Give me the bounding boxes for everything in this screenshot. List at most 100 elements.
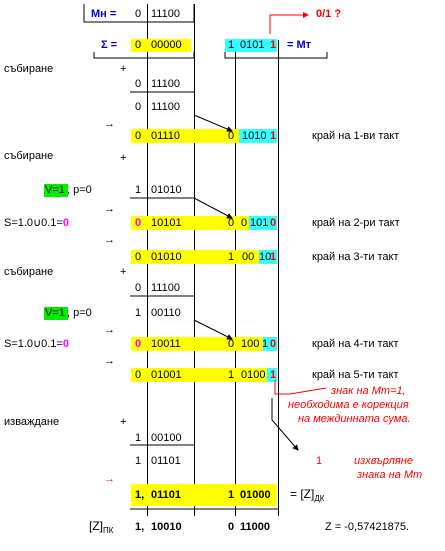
- row6-sign: 1: [135, 184, 142, 196]
- row7-mt-value: 101: [250, 217, 269, 229]
- sigma-sign: 0: [135, 39, 142, 51]
- row11-mt-sign: 0: [228, 338, 235, 350]
- mt-value: 0101: [240, 39, 265, 51]
- plus-2: +: [120, 152, 127, 164]
- op-add-1: събиране: [4, 63, 54, 75]
- mn-sign: 0: [135, 8, 142, 20]
- question-label: 0/1 ?: [316, 8, 342, 20]
- z-value: Z = -0,57421875.: [325, 521, 410, 533]
- mt-sign: 1: [228, 39, 235, 51]
- s-text-2: S=1.0∪0.1=0: [4, 338, 69, 351]
- sigma-highlight: [131, 39, 191, 52]
- row15-value: 01101: [151, 489, 181, 501]
- vflag-1: V=1: [45, 184, 65, 196]
- vflag-2: V=1: [45, 307, 65, 319]
- row8-end: край на 3-ти такт: [312, 251, 399, 263]
- row12-mt-last: 1: [270, 369, 277, 381]
- row15-mt-sign: 1: [228, 489, 235, 501]
- row4-highlight: [131, 129, 239, 143]
- row11-value: 10011: [151, 338, 181, 350]
- shift-arrow-2: →: [104, 203, 115, 215]
- op-add-3: събиране: [4, 266, 54, 278]
- row8-mt-pre: 00: [242, 251, 255, 263]
- row7-mt-pre: 0: [241, 217, 248, 229]
- row8-mt-value: 10: [259, 251, 272, 263]
- op-add-2: събиране: [4, 150, 54, 162]
- sigma-bracket: [93, 52, 195, 59]
- row13-sign: 1: [135, 432, 142, 444]
- mt-note-bracket: [274, 380, 327, 395]
- row11-mt-pre: 100: [241, 338, 260, 350]
- row4-sign: 0: [135, 130, 142, 142]
- row4-end: край на 1-ви такт: [312, 130, 400, 142]
- union-icon-2: ∪: [33, 338, 42, 350]
- s-text-2-a: S=1.0: [4, 338, 34, 350]
- discard-arrow: [271, 398, 299, 451]
- row11-highlight: [131, 337, 267, 351]
- zpk-mt-value: 11000: [240, 521, 270, 533]
- zpk-label: [Z]ПК: [89, 519, 113, 536]
- row14-sign: 1: [135, 455, 142, 467]
- final-arrow: →: [104, 473, 115, 485]
- row11-mt-value: 1: [262, 338, 269, 350]
- mt-highlight: [225, 39, 277, 52]
- row11-sign: 0: [135, 338, 142, 350]
- shift-diag-2: [193, 197, 233, 219]
- plus-4: +: [120, 416, 127, 428]
- row4-mt-last: 1: [270, 130, 277, 142]
- row6-value: 01010: [151, 184, 182, 196]
- zpk-text: [Z]: [89, 519, 103, 533]
- row2-value: 11100: [151, 78, 180, 90]
- mt-label: = Мт: [287, 39, 312, 51]
- row8-mt-highlight: [259, 250, 277, 264]
- row12-end: край на 5-ти такт: [312, 369, 399, 381]
- s-text-1: S=1.0∪0.1=0: [4, 217, 69, 230]
- mn-value: 11100: [151, 8, 180, 20]
- row7-mt-sign: 0: [228, 217, 235, 229]
- column-line-4: [278, 40, 279, 516]
- row13-value: 00100: [151, 432, 182, 444]
- result-text: = [Z]: [290, 487, 315, 501]
- row8-highlight: [131, 250, 259, 264]
- vflag-highlight-2: [44, 307, 68, 320]
- zpk-mt-sign: 0: [228, 521, 235, 533]
- zpk-value: 10010: [151, 521, 182, 533]
- shift-diag-1: [193, 114, 233, 132]
- shift-diag-3: [193, 319, 233, 340]
- vflag-highlight-1: [44, 184, 68, 197]
- result-label: = [Z]ДК: [290, 487, 325, 504]
- row7-value: 10101: [151, 217, 182, 229]
- mt-lastbit: 1: [270, 39, 277, 51]
- one-label: 1: [316, 455, 323, 467]
- pflag-1: , p=0: [67, 184, 92, 196]
- plus-1: +: [120, 63, 127, 75]
- shift-arrow-4: →: [104, 324, 115, 336]
- row8-mt-sign: 1: [228, 251, 235, 263]
- row8-sign: 0: [135, 251, 142, 263]
- row11-mt-last: 0: [270, 338, 277, 350]
- row7-highlight: [131, 216, 249, 230]
- mn-label: Мн =: [91, 8, 117, 20]
- sigma-value: 00000: [151, 39, 182, 51]
- mn-bracket: [83, 4, 195, 23]
- row10-value: 00110: [151, 307, 181, 319]
- column-line-3: [235, 40, 236, 516]
- mt-note-1: знак на Мт=1,: [331, 385, 406, 397]
- row15-mt-value: 01000: [240, 489, 271, 501]
- row8-value: 01010: [151, 251, 182, 263]
- s-text-1-b: 0.1=: [41, 217, 63, 229]
- row9-sign: 0: [135, 282, 142, 294]
- row14-value: 01101: [151, 455, 181, 467]
- result-sub: ДК: [314, 494, 325, 503]
- shift-arrow-1: →: [104, 118, 115, 130]
- row11-mt-highlight: [263, 337, 277, 351]
- union-icon: ∪: [33, 217, 42, 229]
- row3-sign: 0: [135, 101, 142, 113]
- restore-note-1: изхвърляне: [354, 455, 413, 467]
- row3-value: 11100: [151, 101, 180, 113]
- mt-note-3: на междинната сума.: [298, 413, 411, 425]
- question-arrow: [269, 12, 309, 34]
- s-zero-1: 0: [62, 217, 69, 229]
- row12-highlight: [131, 368, 269, 382]
